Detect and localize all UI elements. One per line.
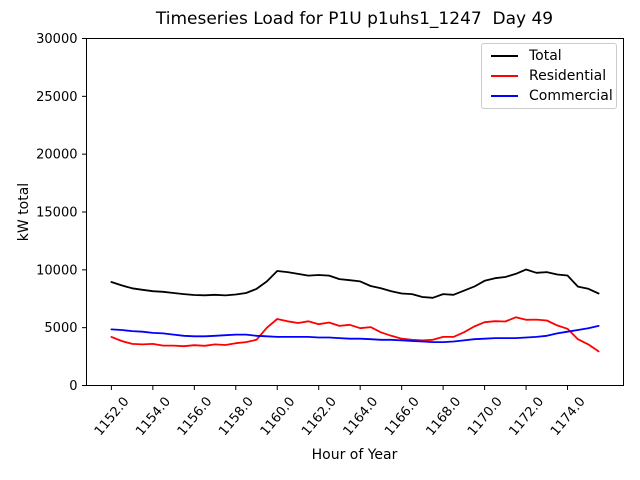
x-tick-label: 1174.0 — [548, 394, 589, 438]
legend: Total Residential Commercial — [481, 43, 617, 109]
series-line-residential — [110, 316, 600, 353]
x-tick-label: 1172.0 — [506, 394, 547, 438]
x-tick-label: 1162.0 — [299, 394, 340, 438]
x-axis-label: Hour of Year — [311, 447, 398, 463]
legend-line-swatch-total — [491, 55, 518, 57]
legend-item-total: Total — [482, 49, 616, 63]
x-tick-label: 1160.0 — [258, 394, 299, 438]
y-tick-label: 0 — [69, 379, 77, 394]
y-tick-label: 20000 — [36, 148, 77, 163]
legend-label-residential: Residential — [529, 68, 607, 84]
legend-label-commercial: Commercial — [529, 88, 613, 104]
y-tick-label: 25000 — [36, 90, 77, 105]
x-tick-label: 1170.0 — [465, 394, 506, 438]
x-tick-label: 1152.0 — [92, 394, 133, 438]
legend-line-swatch-residential — [491, 75, 518, 77]
chart-title: Timeseries Load for P1U p1uhs1_1247 Day … — [155, 9, 554, 29]
y-tick-label: 5000 — [44, 321, 77, 336]
legend-line-swatch-commercial — [491, 95, 518, 97]
x-tick-label: 1166.0 — [382, 394, 423, 438]
y-tick-label: 15000 — [36, 206, 77, 221]
legend-item-residential: Residential — [482, 69, 616, 83]
y-tick-label: 30000 — [36, 32, 77, 47]
x-tick-label: 1154.0 — [133, 394, 174, 438]
x-tick-label: 1168.0 — [424, 394, 465, 438]
series-line-total — [110, 268, 600, 299]
x-tick-label: 1164.0 — [341, 394, 382, 438]
x-tick-label: 1156.0 — [175, 394, 216, 438]
x-tick-label: 1158.0 — [216, 394, 257, 438]
series-line-commercial — [110, 324, 600, 344]
legend-label-total: Total — [529, 48, 562, 64]
y-tick-label: 10000 — [36, 263, 77, 278]
legend-item-commercial: Commercial — [482, 89, 616, 103]
